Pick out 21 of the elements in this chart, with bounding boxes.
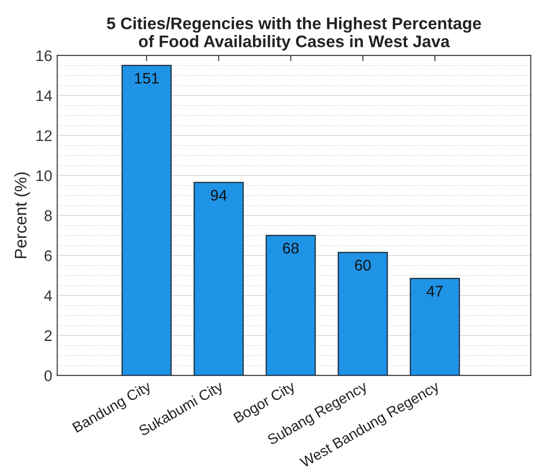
y-tick-label: 10	[36, 170, 52, 182]
bar	[266, 234, 316, 376]
y-tick-label: 16	[36, 50, 52, 62]
bar	[122, 64, 172, 376]
annotation: 47	[426, 286, 443, 296]
y-tick-label: 14	[36, 90, 52, 101]
bar	[194, 182, 244, 376]
bar	[338, 252, 388, 376]
chart-title: 5 Cities/Regencies with the Highest Percentage of Food Availability Cases in West Java	[106, 17, 481, 51]
y-tick-label: 0	[44, 370, 52, 382]
y-tick-label: 12	[36, 130, 52, 141]
annotation: 60	[355, 260, 371, 271]
y-tick-label: 2	[44, 330, 52, 341]
y-tick-label: 8	[44, 210, 52, 222]
y-tick-label: 4	[44, 290, 52, 301]
y-axis-title: Percent (%)	[14, 172, 30, 258]
y-tick-label: 6	[44, 250, 52, 262]
annotation: 68	[283, 242, 299, 254]
annotation: 94	[210, 190, 227, 201]
bar	[410, 278, 460, 376]
annotation: 151	[135, 72, 159, 84]
